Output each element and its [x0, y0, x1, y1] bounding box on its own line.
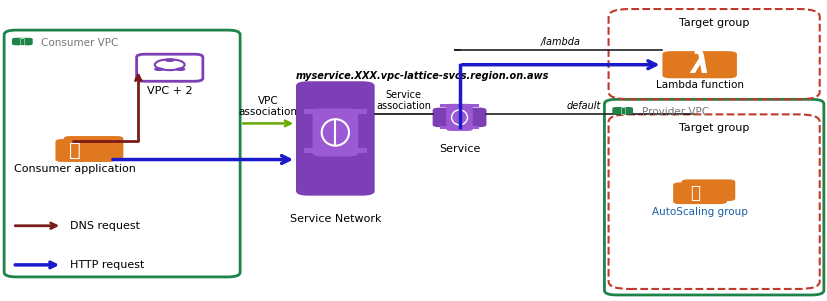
Text: 🔒: 🔒 — [20, 37, 25, 46]
FancyBboxPatch shape — [55, 139, 115, 162]
FancyBboxPatch shape — [470, 126, 478, 129]
FancyBboxPatch shape — [312, 108, 357, 157]
FancyBboxPatch shape — [353, 109, 366, 114]
FancyBboxPatch shape — [662, 51, 736, 78]
Text: 💻: 💻 — [69, 141, 80, 160]
FancyBboxPatch shape — [296, 81, 374, 196]
FancyBboxPatch shape — [612, 107, 633, 114]
FancyBboxPatch shape — [304, 109, 317, 114]
Text: HTTP request: HTTP request — [70, 260, 145, 270]
FancyBboxPatch shape — [470, 104, 478, 107]
Text: /lambda: /lambda — [540, 37, 581, 47]
Text: 💻: 💻 — [689, 184, 699, 202]
FancyBboxPatch shape — [353, 148, 366, 153]
Text: Service Network: Service Network — [289, 214, 380, 224]
Text: Consumer VPC: Consumer VPC — [41, 38, 118, 48]
Text: Target group: Target group — [678, 123, 748, 133]
Circle shape — [175, 67, 185, 71]
Text: 🔒: 🔒 — [619, 106, 624, 115]
FancyBboxPatch shape — [12, 38, 33, 45]
Text: Target group: Target group — [678, 18, 748, 28]
Circle shape — [154, 67, 164, 71]
FancyBboxPatch shape — [304, 148, 317, 153]
FancyBboxPatch shape — [64, 136, 123, 159]
Text: default: default — [566, 101, 600, 111]
FancyBboxPatch shape — [446, 104, 472, 131]
FancyBboxPatch shape — [672, 182, 726, 204]
Circle shape — [165, 58, 174, 62]
Text: Lambda function: Lambda function — [655, 79, 743, 90]
Text: Service: Service — [438, 144, 480, 154]
Text: Service
association: Service association — [375, 90, 431, 111]
Text: Consumer application: Consumer application — [13, 164, 136, 174]
Text: VPC
association: VPC association — [238, 96, 297, 117]
Text: VPC + 2: VPC + 2 — [146, 86, 193, 96]
Text: Provider VPC: Provider VPC — [641, 107, 708, 117]
FancyBboxPatch shape — [433, 107, 486, 127]
FancyBboxPatch shape — [440, 104, 448, 107]
Text: AutoScaling group: AutoScaling group — [651, 207, 747, 217]
Text: myservice.XXX.vpc-lattice-svcs.region.on.aws: myservice.XXX.vpc-lattice-svcs.region.on… — [295, 70, 548, 81]
Text: DNS request: DNS request — [70, 221, 141, 231]
FancyBboxPatch shape — [681, 179, 734, 201]
FancyBboxPatch shape — [440, 126, 448, 129]
Text: λ: λ — [689, 50, 709, 79]
